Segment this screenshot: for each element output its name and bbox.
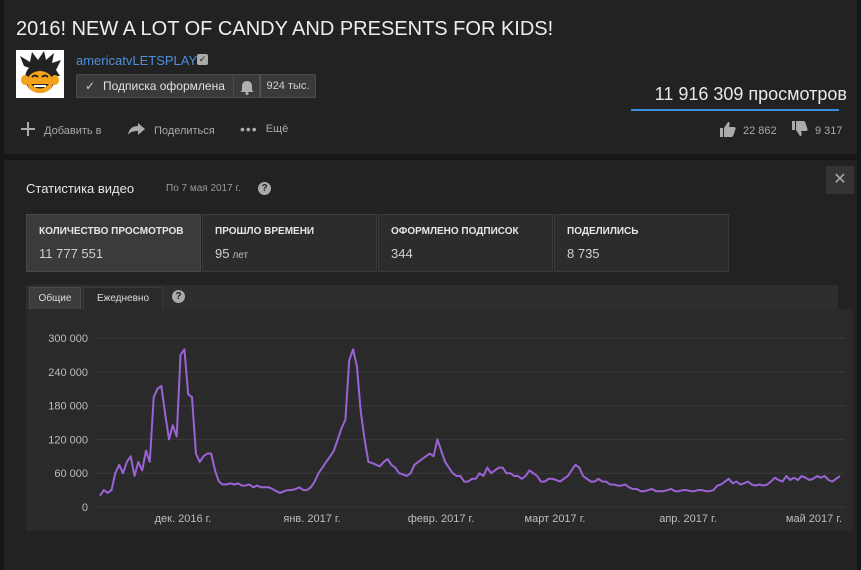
- x-tick-label: май 2017 г.: [786, 513, 842, 525]
- notification-bell-button[interactable]: [234, 74, 260, 98]
- subscriber-count: 924 тыс.: [260, 74, 316, 98]
- more-button[interactable]: ••• Ещё: [240, 121, 288, 137]
- close-icon: ✕: [833, 171, 847, 188]
- add-to-label: Добавить в: [44, 125, 102, 137]
- like-button[interactable]: 22 862: [719, 121, 777, 140]
- y-tick-label: 300 000: [48, 333, 88, 345]
- x-tick-label: янв. 2017 г.: [283, 513, 340, 525]
- series-line[interactable]: [99, 348, 841, 497]
- y-tick-label: 120 000: [48, 434, 88, 446]
- x-tick-label: апр. 2017 г.: [659, 513, 717, 525]
- metric-label: ОФОРМЛЕНО ПОДПИСОК: [391, 226, 519, 237]
- x-tick-label: февр. 2017 г.: [408, 513, 475, 525]
- channel-name[interactable]: americatvLETSPLAY: [76, 53, 198, 68]
- metric-views[interactable]: КОЛИЧЕСТВО ПРОСМОТРОВ 11 777 551: [26, 214, 201, 272]
- metric-shares[interactable]: ПОДЕЛИЛИСЬ 8 735: [554, 214, 729, 272]
- tab-cumulative[interactable]: Общие: [29, 287, 81, 309]
- share-button[interactable]: Поделиться: [128, 121, 215, 141]
- close-stats-button[interactable]: ✕: [826, 166, 854, 194]
- like-ratio-bar: [631, 109, 839, 111]
- thumbs-up-icon: [719, 121, 737, 140]
- chart-help-icon[interactable]: ?: [172, 290, 185, 303]
- stats-date: По 7 мая 2017 г.: [166, 183, 241, 194]
- dislike-button[interactable]: 9 317: [791, 121, 843, 140]
- dislike-count: 9 317: [815, 124, 843, 137]
- metric-value: 11 777 551: [39, 246, 104, 261]
- like-count: 22 862: [743, 124, 777, 137]
- verified-icon: ✓: [197, 54, 208, 65]
- bell-icon: [240, 81, 254, 95]
- y-tick-label: 60 000: [54, 468, 88, 480]
- metric-label: ПОДЕЛИЛИСЬ: [567, 226, 639, 237]
- view-count: 11 916 309 просмотров: [654, 84, 847, 104]
- metric-unit: лет: [232, 250, 249, 261]
- metric-label: ПРОШЛО ВРЕМЕНИ: [215, 226, 315, 237]
- check-icon: ✓: [85, 79, 96, 93]
- help-icon[interactable]: ?: [258, 182, 271, 195]
- video-title: 2016! NEW A LOT OF CANDY AND PRESENTS FO…: [16, 18, 554, 40]
- metric-watch-time[interactable]: ПРОШЛО ВРЕМЕНИ 95 лет: [202, 214, 377, 272]
- add-to-button[interactable]: Добавить в: [20, 121, 102, 141]
- subscribe-label: Подписка оформлена: [103, 79, 225, 93]
- share-icon: [128, 121, 146, 141]
- subscribe-button[interactable]: ✓ Подписка оформлена: [76, 74, 234, 98]
- x-tick-label: март 2017 г.: [525, 513, 586, 525]
- metric-value: 95: [215, 246, 230, 261]
- y-tick-label: 240 000: [48, 367, 88, 379]
- chart-area: [26, 309, 853, 531]
- metric-subscriptions[interactable]: ОФОРМЛЕНО ПОДПИСОК 344: [378, 214, 553, 272]
- channel-avatar[interactable]: [16, 50, 64, 98]
- plus-icon: [20, 121, 36, 141]
- share-label: Поделиться: [154, 125, 215, 137]
- metric-label: КОЛИЧЕСТВО ПРОСМОТРОВ: [39, 226, 184, 237]
- stats-heading: Статистика видео: [26, 181, 135, 196]
- tab-daily[interactable]: Ежедневно: [83, 287, 163, 309]
- more-dots-icon: •••: [240, 121, 258, 137]
- thumbs-down-icon: [791, 121, 809, 140]
- more-label: Ещё: [265, 123, 289, 135]
- metric-value: 344: [391, 246, 413, 261]
- x-tick-label: дек. 2016 г.: [155, 513, 212, 525]
- y-tick-label: 180 000: [48, 401, 88, 413]
- metric-value: 8 735: [567, 246, 600, 261]
- y-tick-label: 0: [82, 502, 88, 514]
